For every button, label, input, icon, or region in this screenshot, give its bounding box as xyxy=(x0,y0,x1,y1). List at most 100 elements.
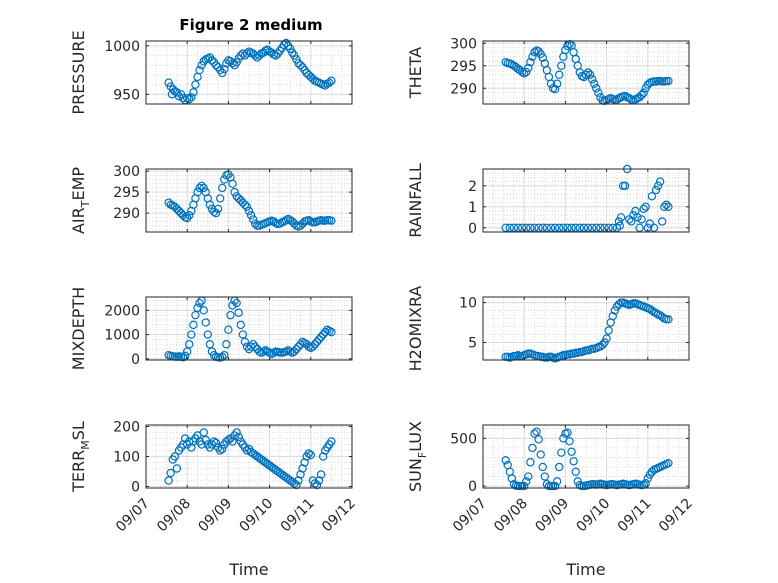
axes-background xyxy=(483,425,689,488)
data-point xyxy=(542,223,552,232)
data-point xyxy=(550,223,560,232)
data-point xyxy=(178,93,188,103)
data-point xyxy=(629,210,638,220)
y-axis-label-subscript: F xyxy=(416,452,429,458)
data-point xyxy=(585,70,595,79)
data-point xyxy=(292,344,301,354)
data-point xyxy=(550,84,560,94)
data-point xyxy=(530,223,539,232)
x-axis-label: Time xyxy=(565,560,605,579)
y-axis-label-main: SUN xyxy=(406,458,425,492)
data-point xyxy=(207,56,217,65)
data-point xyxy=(232,428,241,437)
data-point xyxy=(265,348,274,357)
data-point xyxy=(641,202,650,211)
data-point xyxy=(250,342,260,351)
data-point xyxy=(232,298,241,308)
data-point xyxy=(240,337,250,347)
data-point xyxy=(522,477,531,486)
data-point xyxy=(522,67,531,77)
data-point xyxy=(507,60,517,69)
x-tick-label: 09/08 xyxy=(154,496,194,536)
y-tick-label: 0 xyxy=(468,479,477,495)
data-point xyxy=(524,63,533,73)
data-point xyxy=(602,334,611,343)
data-point xyxy=(608,311,617,321)
data-point xyxy=(296,470,305,479)
x-tick-label: 09/12 xyxy=(656,496,696,536)
data-point xyxy=(513,223,523,232)
data-point xyxy=(546,79,556,88)
data-point xyxy=(649,223,659,232)
data-point xyxy=(296,61,305,70)
data-point xyxy=(615,221,624,230)
y-axis-label-tail: SL xyxy=(69,421,88,440)
data-point xyxy=(571,223,580,232)
data-point xyxy=(530,429,539,438)
data-point xyxy=(325,326,334,336)
data-point xyxy=(298,337,307,347)
data-point xyxy=(664,315,673,324)
data-point xyxy=(257,348,266,357)
data-point xyxy=(255,347,264,356)
y-tick-label: 295 xyxy=(113,185,140,201)
data-point xyxy=(172,464,182,473)
data-point xyxy=(620,91,630,101)
y-axis-label: PRESSURE xyxy=(69,30,88,114)
data-point xyxy=(639,88,648,97)
data-point xyxy=(248,340,258,349)
axes-box xyxy=(145,168,353,233)
data-point xyxy=(199,183,208,193)
data-point xyxy=(600,338,609,347)
data-point xyxy=(187,330,196,339)
subplot-8: 0 500 SUNFLUX 09/07 09/08 09/09 09/10 09/11 09/1… xyxy=(406,421,696,579)
y-tick-label: 295 xyxy=(450,59,477,75)
data-point xyxy=(314,476,324,485)
data-point xyxy=(164,476,173,485)
data-point xyxy=(587,75,597,84)
data-point xyxy=(263,347,272,356)
data-point xyxy=(524,472,533,481)
data-point xyxy=(559,223,568,232)
y-axis-label-main: AIR xyxy=(69,207,88,234)
y-tick-label: 290 xyxy=(450,81,477,97)
x-tick-label: 09/09 xyxy=(195,496,235,536)
data-point xyxy=(647,306,657,315)
data-point xyxy=(185,340,194,349)
data-point xyxy=(191,310,200,320)
x-tick-label: 09/10 xyxy=(237,496,277,536)
data-point xyxy=(230,187,239,197)
data-point xyxy=(195,298,204,308)
data-point xyxy=(218,183,227,193)
y-tick-label: 200 xyxy=(113,420,140,436)
data-point xyxy=(575,223,585,232)
data-point xyxy=(248,215,258,224)
data-point xyxy=(571,467,580,476)
data-point xyxy=(294,342,303,351)
data-point xyxy=(201,318,210,327)
data-point xyxy=(563,428,572,437)
data-point xyxy=(325,78,334,87)
data-point xyxy=(180,351,190,361)
data-point xyxy=(224,325,233,334)
data-point xyxy=(520,481,529,491)
data-point xyxy=(614,217,624,226)
data-point xyxy=(236,320,245,330)
data-point xyxy=(583,68,593,77)
data-point xyxy=(300,458,309,467)
x-tick-label: 09/08 xyxy=(491,496,531,536)
data-point xyxy=(209,437,219,446)
data-point xyxy=(641,479,650,488)
data-point xyxy=(189,88,198,97)
y-tick-label: 950 xyxy=(113,87,140,103)
y-axis-label: AIRTEMP xyxy=(69,167,92,234)
data-point xyxy=(250,219,260,228)
data-point xyxy=(292,480,301,490)
data-point xyxy=(294,476,303,485)
x-tick-label: 09/07 xyxy=(450,496,490,536)
data-point xyxy=(244,206,254,216)
data-point xyxy=(567,223,576,232)
data-point xyxy=(193,187,202,197)
data-point xyxy=(604,326,613,335)
y-axis-label-main: TERR xyxy=(69,450,88,493)
